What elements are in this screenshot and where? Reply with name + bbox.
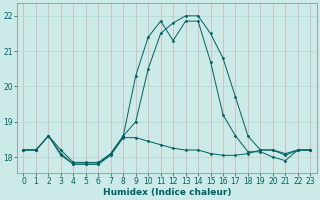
X-axis label: Humidex (Indice chaleur): Humidex (Indice chaleur) [103,188,231,197]
